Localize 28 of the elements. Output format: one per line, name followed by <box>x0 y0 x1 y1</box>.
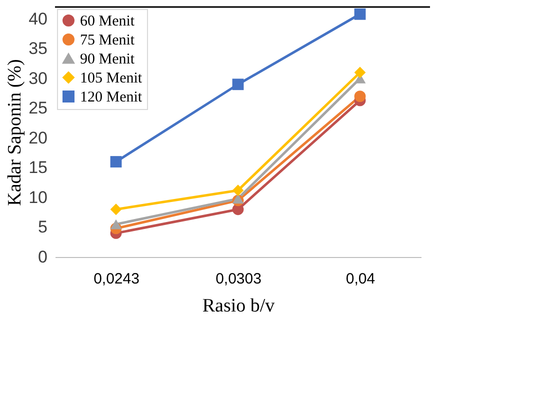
x-tick-label: 0,0243 <box>94 270 140 288</box>
y-tick-label: 10 <box>28 188 48 207</box>
x-tick-label: 0,04 <box>346 270 376 288</box>
x-axis-title: Rasio b/v <box>202 296 276 316</box>
legend-label: 60 Menit <box>80 14 136 30</box>
point <box>110 219 122 230</box>
point <box>232 184 244 196</box>
point <box>354 8 366 20</box>
legend-label: 105 Menit <box>80 70 143 86</box>
x-tick-label: 0,0303 <box>216 270 262 288</box>
point <box>110 156 122 168</box>
y-axis-title: Kadar Saponin (%) <box>4 59 26 206</box>
y-tick-label: 5 <box>38 218 48 237</box>
legend-label: 120 Menit <box>80 90 143 106</box>
point <box>354 66 366 78</box>
y-tick-label: 25 <box>28 98 48 118</box>
y-tick-label: 0 <box>38 248 48 266</box>
y-tick-label: 30 <box>28 68 48 88</box>
y-tick-label: 40 <box>28 9 48 28</box>
y-tick-label: 35 <box>28 39 48 58</box>
y-tick-label: 20 <box>28 128 48 148</box>
point <box>232 194 244 204</box>
legend-label: 90 Menit <box>80 52 136 68</box>
point <box>110 204 122 216</box>
point <box>354 90 366 102</box>
point <box>232 78 244 90</box>
y-tick-label: 15 <box>28 158 48 178</box>
legend-label: 75 Menit <box>80 32 136 48</box>
